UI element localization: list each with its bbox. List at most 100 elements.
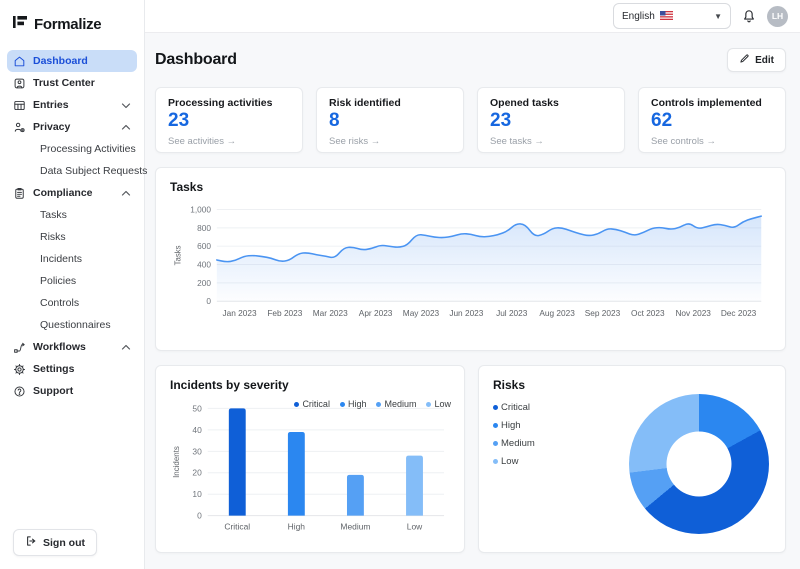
stat-card-value: 23: [168, 110, 190, 131]
edit-button-label: Edit: [755, 54, 774, 66]
sidebar-item-label: Policies: [40, 275, 77, 287]
sidebar-item-label: Dashboard: [33, 55, 88, 67]
legend-dot: [493, 459, 498, 464]
svg-text:400: 400: [197, 259, 211, 269]
risks-legend-item-low[interactable]: Low: [493, 456, 585, 467]
svg-text:600: 600: [197, 241, 211, 251]
svg-text:0: 0: [206, 296, 211, 306]
us-flag-icon: [659, 7, 673, 25]
tasks-line-chart: 0 200 400 600 800 1,000 Jan 2023 Feb 2023 Mar 20…: [170, 194, 771, 351]
svg-text:May 2023: May 2023: [403, 308, 440, 318]
svg-text:50: 50: [192, 403, 202, 413]
stat-cards-row: Processing activities 23 See activities → R…: [155, 87, 786, 153]
user-avatar[interactable]: LH: [767, 5, 788, 27]
legend-dot: [376, 401, 382, 407]
topbar: English ▼ LH: [145, 0, 800, 33]
risks-legend: Critical High Medium Low: [493, 396, 585, 534]
logo-text: Formalize: [34, 16, 102, 33]
support-icon: [13, 385, 33, 398]
svg-text:0: 0: [197, 511, 202, 521]
sidebar-item-label: Data Subject Requests: [40, 165, 148, 177]
sidebar-item-label: Tasks: [40, 209, 67, 221]
sidebar-item-label: Workflows: [33, 341, 86, 353]
legend-item-medium[interactable]: Medium: [376, 399, 416, 409]
sidebar-item-compliance[interactable]: Compliance: [7, 182, 137, 204]
sidebar-item-incidents[interactable]: Incidents: [7, 248, 137, 270]
stat-card-link[interactable]: See activities →: [168, 135, 237, 147]
risks-legend-item-high[interactable]: High: [493, 420, 585, 431]
sidebar-item-tasks[interactable]: Tasks: [7, 204, 137, 226]
logo: Formalize: [0, 0, 144, 50]
sidebar-item-support[interactable]: Support: [7, 380, 137, 402]
legend-item-high[interactable]: High: [339, 399, 366, 409]
svg-text:Feb 2023: Feb 2023: [267, 308, 302, 318]
sidebar-item-policies[interactable]: Policies: [7, 270, 137, 292]
legend-dot: [493, 441, 498, 446]
legend-dot: [493, 423, 498, 428]
privacy-icon: [13, 121, 33, 134]
chevron-up-icon: [121, 189, 131, 198]
page-header: Dashboard Edit: [155, 48, 786, 72]
legend-item-low[interactable]: Low: [426, 399, 451, 409]
legend-item-critical[interactable]: Critical: [294, 399, 330, 409]
dashboard-icon: [13, 55, 33, 68]
formalize-logo-icon: [12, 14, 28, 35]
incidents-bar-chart: 0 10 20 30 40 50 Critical High Medium Low Incident…: [170, 392, 450, 549]
stat-card-value: 62: [651, 110, 673, 131]
sidebar-item-label: Incidents: [40, 253, 83, 265]
stat-card-value: 23: [490, 110, 512, 131]
stat-card-title: Processing activities: [168, 97, 273, 109]
chevron-down-icon: [121, 101, 131, 110]
sign-out-button[interactable]: Sign out: [13, 529, 97, 556]
sidebar-item-entries[interactable]: Entries: [7, 94, 137, 116]
sidebar-item-label: Controls: [40, 297, 80, 309]
sidebar-item-workflows[interactable]: Workflows: [7, 336, 137, 358]
svg-text:20: 20: [192, 468, 202, 478]
incidents-legend: Critical High Medium Low: [294, 399, 451, 409]
sidebar-item-trust-center[interactable]: Trust Center: [7, 72, 137, 94]
risks-legend-item-critical[interactable]: Critical: [493, 402, 585, 413]
risks-legend-item-medium[interactable]: Medium: [493, 438, 585, 449]
svg-text:10: 10: [192, 489, 202, 499]
workflows-icon: [13, 341, 33, 354]
svg-text:Jun 2023: Jun 2023: [449, 308, 483, 318]
edit-button[interactable]: Edit: [727, 48, 786, 72]
svg-text:200: 200: [197, 278, 211, 288]
sidebar-item-processing-activities[interactable]: Processing Activities: [7, 138, 137, 160]
stat-card-link[interactable]: See controls →: [651, 135, 716, 147]
sidebar-item-risks[interactable]: Risks: [7, 226, 137, 248]
stat-card-title: Controls implemented: [651, 97, 762, 109]
sidebar-item-label: Risks: [40, 231, 66, 243]
sidebar-item-data-subject-requests[interactable]: Data Subject Requests: [7, 160, 147, 182]
sidebar-item-label: Entries: [33, 99, 69, 111]
svg-text:1,000: 1,000: [190, 204, 211, 214]
risks-chart-title: Risks: [493, 378, 526, 392]
stat-card-controls-implemented: Controls implemented 62 See controls →: [638, 87, 786, 153]
legend-dot: [426, 401, 432, 407]
sidebar-item-privacy[interactable]: Privacy: [7, 116, 137, 138]
svg-text:Tasks: Tasks: [174, 245, 183, 265]
sidebar-item-dashboard[interactable]: Dashboard: [7, 50, 137, 72]
sidebar-item-controls[interactable]: Controls: [7, 292, 137, 314]
language-select[interactable]: English ▼: [613, 3, 731, 29]
svg-text:Medium: Medium: [340, 522, 370, 532]
tasks-chart-card: Tasks 0 200 400 600 800 1,000 Jan 2023 Feb 2023…: [155, 167, 786, 351]
legend-dot: [339, 401, 345, 407]
donut-hole: [666, 431, 732, 497]
settings-icon: [13, 363, 33, 376]
svg-text:Apr 2023: Apr 2023: [359, 308, 393, 318]
sign-out-icon: [25, 535, 37, 550]
entries-icon: [13, 99, 33, 112]
notifications-bell-button[interactable]: [742, 9, 756, 24]
page-title: Dashboard: [155, 51, 237, 68]
stat-card-opened-tasks: Opened tasks 23 See tasks →: [477, 87, 625, 153]
sidebar-item-settings[interactable]: Settings: [7, 358, 137, 380]
stat-card-link[interactable]: See tasks →: [490, 135, 544, 147]
sidebar-nav: Dashboard Trust Center Entries Privacy Proce…: [0, 50, 147, 402]
svg-text:Jan 2023: Jan 2023: [222, 308, 256, 318]
stat-card-link[interactable]: See risks →: [329, 135, 381, 147]
stat-card-risk-identified: Risk identified 8 See risks →: [316, 87, 464, 153]
sidebar-item-questionnaires[interactable]: Questionnaires: [7, 314, 137, 336]
trust-center-icon: [13, 77, 33, 90]
